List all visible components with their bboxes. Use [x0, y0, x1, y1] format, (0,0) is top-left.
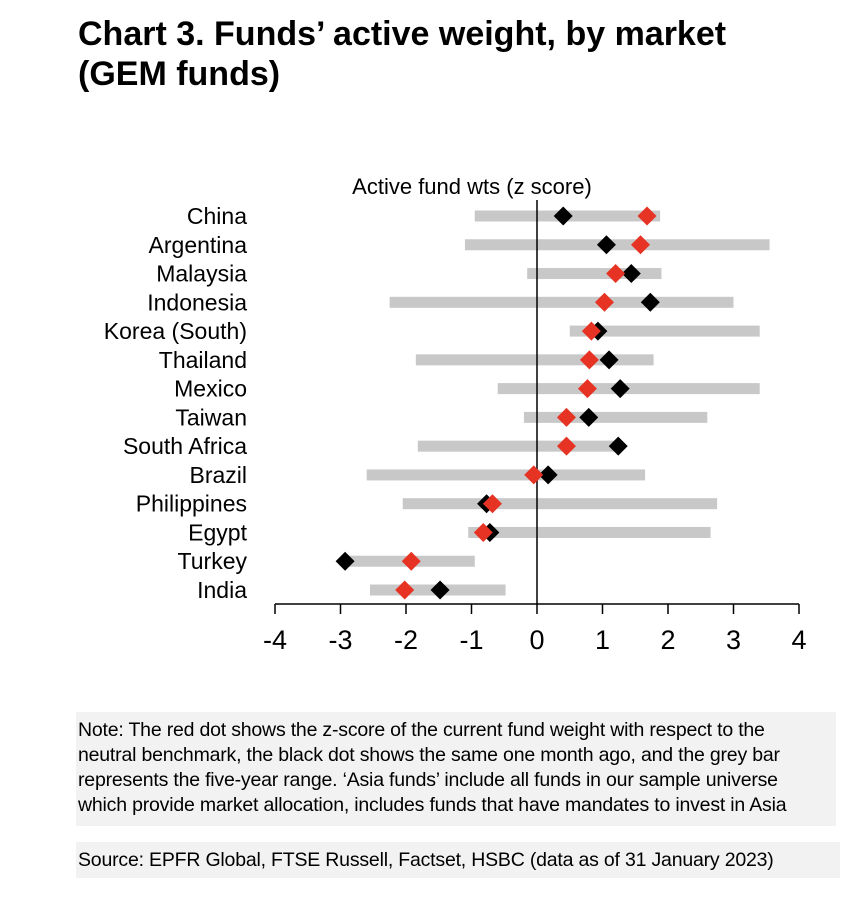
current-marker [637, 206, 657, 226]
range-bar [366, 469, 646, 481]
range-bar [468, 526, 711, 538]
previous-marker [608, 436, 628, 456]
current-markers [395, 206, 657, 600]
category-label: Korea (South) [104, 318, 247, 344]
current-marker [482, 494, 502, 514]
x-tick-label: 4 [791, 625, 806, 655]
current-marker [606, 264, 626, 284]
current-marker [581, 321, 601, 341]
x-tick-label: 3 [726, 625, 741, 655]
chart-note: Note: The red dot shows the z-score of t… [76, 712, 836, 826]
range-bar [415, 354, 654, 366]
current-marker [630, 235, 650, 255]
category-label: Mexico [174, 376, 247, 402]
chart-title-line-1: Chart 3. Funds’ active weight, by market [78, 15, 727, 53]
range-bar [389, 296, 734, 308]
category-label: Turkey [178, 548, 248, 574]
category-label: Philippines [136, 491, 247, 517]
current-marker [473, 522, 493, 542]
range-bars [341, 210, 770, 596]
range-bar [417, 440, 616, 452]
category-label: Indonesia [147, 289, 247, 315]
x-tick-label: -2 [394, 625, 418, 655]
category-label: Thailand [159, 347, 247, 373]
note-box: Note: The red dot shows the z-score of t… [76, 712, 836, 826]
active-weight-chart: Active fund wts (z score) China Argentina… [104, 174, 807, 655]
previous-marker [538, 465, 558, 485]
category-label: Argentina [149, 232, 248, 258]
x-tick-label: 2 [660, 625, 675, 655]
current-marker [556, 407, 576, 427]
previous-markers [335, 206, 660, 600]
category-label: Egypt [188, 519, 247, 545]
previous-marker [430, 580, 450, 600]
x-tick-label: -1 [459, 625, 483, 655]
previous-marker [610, 379, 630, 399]
previous-marker [553, 206, 573, 226]
current-marker [579, 350, 599, 370]
chart-axis-title: Active fund wts (z score) [352, 174, 592, 199]
category-label: India [197, 577, 247, 603]
range-bar [464, 239, 770, 251]
range-bar [523, 411, 708, 423]
previous-marker [335, 551, 355, 571]
current-marker [395, 580, 415, 600]
x-axis-ticks: -4 -3 -2 -1 0 1 2 3 4 [263, 604, 807, 655]
current-marker [556, 436, 576, 456]
current-marker [577, 379, 597, 399]
range-bar [402, 498, 718, 510]
current-marker [401, 551, 421, 571]
note-line-4: which provide market allocation, include… [78, 794, 787, 816]
category-label: Malaysia [156, 261, 247, 287]
previous-marker [579, 407, 599, 427]
note-line-3: represents the five-year range. ‘Asia fu… [78, 769, 778, 791]
note-line-2: neutral benchmark, the black dot shows t… [78, 744, 780, 766]
x-tick-label: 0 [529, 625, 544, 655]
chart-source: Source: EPFR Global, FTSE Russell, Facts… [76, 842, 840, 878]
chart-title: Chart 3. Funds’ active weight, by market… [78, 14, 838, 94]
category-label: China [187, 203, 247, 229]
category-label: South Africa [123, 433, 247, 459]
previous-marker [596, 235, 616, 255]
x-tick-label: 1 [595, 625, 610, 655]
current-marker [594, 292, 614, 312]
chart-title-line-2: (GEM funds) [78, 55, 281, 93]
note-line-1: Note: The red dot shows the z-score of t… [78, 719, 765, 741]
range-bar [569, 325, 760, 337]
previous-marker [640, 292, 660, 312]
category-label: Brazil [189, 462, 247, 488]
category-label: Taiwan [175, 404, 247, 430]
x-tick-label: -3 [328, 625, 352, 655]
current-marker [524, 465, 544, 485]
previous-marker [621, 264, 641, 284]
range-bar [527, 268, 662, 280]
previous-marker [599, 350, 619, 370]
x-tick-label: -4 [263, 625, 287, 655]
